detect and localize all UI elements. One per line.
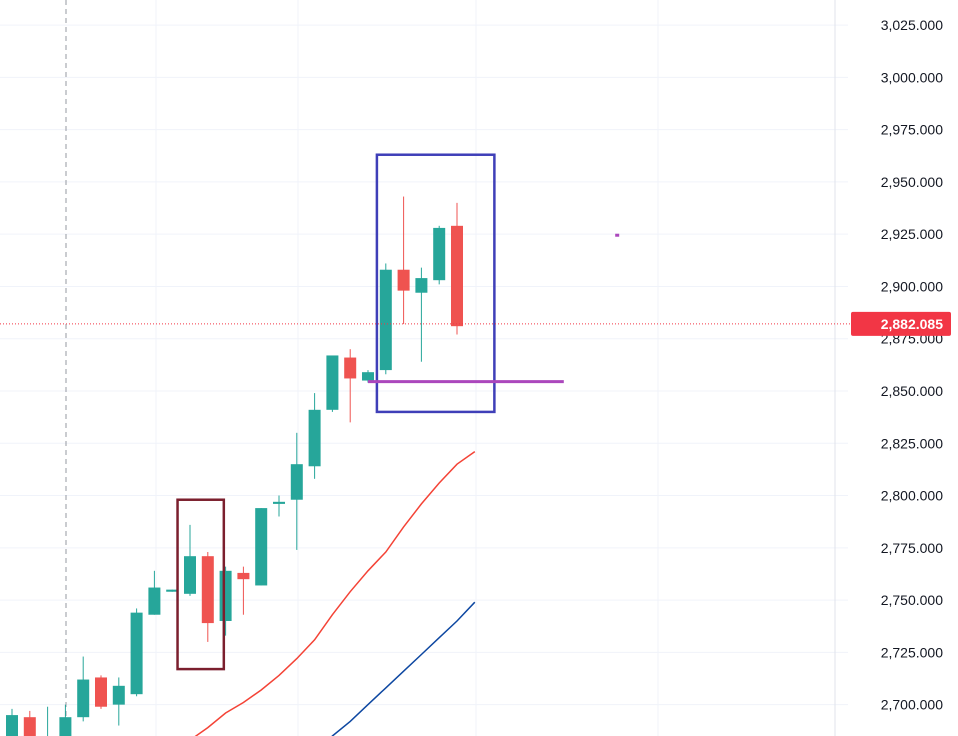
box-blue[interactable] xyxy=(375,153,496,414)
candle-body[interactable] xyxy=(290,464,303,500)
candle[interactable] xyxy=(201,552,214,642)
price-tick-label: 3,000.000 xyxy=(881,69,943,85)
candle-body[interactable] xyxy=(415,278,428,293)
candle-body[interactable] xyxy=(77,679,90,718)
price-tick-label: 3,025.000 xyxy=(881,17,943,33)
price-tick-label: 2,925.000 xyxy=(881,226,943,242)
candle[interactable] xyxy=(184,524,196,596)
moving-averages xyxy=(194,450,476,736)
candle[interactable] xyxy=(433,225,446,285)
candle[interactable] xyxy=(379,263,392,375)
candle-body[interactable] xyxy=(344,357,357,379)
candle[interactable] xyxy=(23,710,36,736)
candle[interactable] xyxy=(6,708,18,736)
candle[interactable] xyxy=(42,706,54,736)
candle-body[interactable] xyxy=(201,556,214,624)
candle[interactable] xyxy=(166,589,179,592)
price-tick-label: 2,775.000 xyxy=(881,540,943,556)
candle[interactable] xyxy=(397,196,410,325)
price-tick-label: 2,975.000 xyxy=(881,122,943,138)
candle-body[interactable] xyxy=(112,685,125,705)
candle[interactable] xyxy=(95,675,107,709)
price-tick-label: 2,850.000 xyxy=(881,383,943,399)
candle-body[interactable] xyxy=(237,572,250,580)
price-tag-background xyxy=(851,311,951,336)
candle-body[interactable] xyxy=(130,612,143,695)
candle-body[interactable] xyxy=(308,409,321,467)
candle[interactable] xyxy=(451,202,463,335)
candle[interactable] xyxy=(415,267,428,362)
grid xyxy=(0,0,848,736)
candle-body[interactable] xyxy=(219,570,232,621)
price-tick-label: 2,900.000 xyxy=(881,278,943,294)
current-price-tag: 2,882.085 xyxy=(851,311,951,336)
candle-body[interactable] xyxy=(362,372,374,381)
candle-body[interactable] xyxy=(326,355,339,410)
ma-fast-line xyxy=(194,450,476,736)
ma-slow-line xyxy=(331,601,476,736)
drawings[interactable] xyxy=(176,153,620,671)
candle-body[interactable] xyxy=(273,501,285,504)
candle[interactable] xyxy=(59,704,72,736)
candle[interactable] xyxy=(344,349,357,423)
candle-body[interactable] xyxy=(95,677,107,707)
candles[interactable] xyxy=(6,196,463,736)
candle[interactable] xyxy=(237,566,250,615)
marker-dot[interactable] xyxy=(615,233,620,237)
price-tag-label: 2,882.085 xyxy=(881,316,943,332)
candle[interactable] xyxy=(308,393,321,479)
candle-body[interactable] xyxy=(59,717,72,736)
candle-body[interactable] xyxy=(433,227,446,281)
candle[interactable] xyxy=(77,656,90,722)
price-tick-label: 2,700.000 xyxy=(881,697,943,713)
candle[interactable] xyxy=(273,495,285,517)
candle[interactable] xyxy=(290,432,303,550)
candle-body[interactable] xyxy=(166,589,179,592)
candle-body[interactable] xyxy=(6,715,18,736)
candle[interactable] xyxy=(148,570,161,615)
price-tick-label: 2,825.000 xyxy=(881,435,943,451)
candle[interactable] xyxy=(255,508,268,586)
candle-body[interactable] xyxy=(451,225,463,327)
candle-body[interactable] xyxy=(397,269,410,291)
candle-body[interactable] xyxy=(23,717,36,736)
candle[interactable] xyxy=(326,355,339,412)
candle[interactable] xyxy=(130,608,143,697)
price-tick-label: 2,725.000 xyxy=(881,644,943,660)
candle-body[interactable] xyxy=(184,556,196,594)
price-tick-label: 2,800.000 xyxy=(881,488,943,504)
price-axis[interactable]: 2,700.000 2,725.000 2,750.000 2,775.000 2,80… xyxy=(881,17,943,713)
candle-body[interactable] xyxy=(148,587,161,615)
candle[interactable] xyxy=(112,677,125,726)
candle-body[interactable] xyxy=(255,508,268,586)
box-dark-red[interactable] xyxy=(176,498,226,671)
candle-body[interactable] xyxy=(379,269,392,371)
price-tick-label: 2,750.000 xyxy=(881,592,943,608)
price-tick-label: 2,950.000 xyxy=(881,174,943,190)
candle[interactable] xyxy=(219,566,232,636)
